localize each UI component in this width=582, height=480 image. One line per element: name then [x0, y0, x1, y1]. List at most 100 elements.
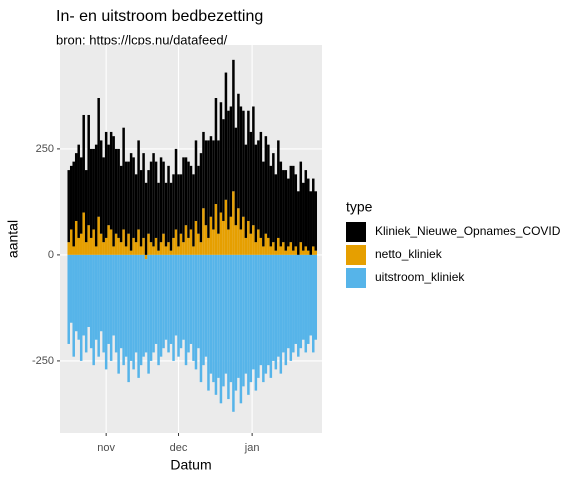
bar [222, 119, 225, 221]
bar [134, 254, 138, 353]
bar [224, 199, 228, 255]
bar [312, 178, 315, 247]
bar [272, 254, 275, 361]
bar [79, 157, 83, 234]
bar [307, 178, 310, 251]
bar [314, 250, 318, 255]
bar [299, 242, 303, 255]
bar [302, 254, 305, 340]
bar [274, 250, 278, 255]
bar [232, 254, 235, 412]
x-tick-label: dec [170, 442, 188, 454]
bar [209, 216, 213, 255]
bar [177, 254, 180, 357]
bar [87, 225, 90, 255]
bar [157, 250, 160, 255]
bar [219, 254, 223, 404]
bar [304, 246, 308, 255]
bar [99, 233, 103, 255]
bar [99, 140, 103, 234]
bar [94, 254, 98, 340]
bar [157, 182, 160, 251]
bar [199, 254, 203, 383]
bar [174, 148, 178, 230]
bar [77, 254, 80, 340]
bar [114, 233, 118, 255]
bar [97, 98, 100, 217]
bar [237, 93, 240, 209]
bar [284, 170, 288, 251]
bar [282, 170, 285, 243]
bar [87, 254, 90, 327]
bar [102, 254, 105, 353]
y-axis-label: aantal [5, 220, 21, 258]
bar [227, 229, 230, 255]
bar [94, 144, 98, 247]
bar [162, 254, 165, 349]
bar [284, 250, 288, 255]
bar [144, 182, 148, 255]
bar [204, 254, 208, 357]
x-axis-label: Datum [170, 457, 211, 473]
legend-label: netto_kliniek [375, 247, 443, 261]
bar [267, 254, 270, 366]
bar [277, 237, 280, 255]
bar [292, 254, 295, 353]
bar [74, 220, 78, 255]
bar [184, 157, 188, 226]
bar [77, 144, 80, 238]
bar [242, 216, 245, 255]
bar [237, 208, 240, 255]
bar [299, 254, 303, 349]
bar [164, 254, 168, 340]
bar [87, 114, 90, 226]
bar [154, 254, 158, 344]
bar [274, 254, 278, 370]
bar [279, 246, 283, 255]
bar [292, 165, 295, 251]
bar [97, 216, 100, 255]
bar [247, 220, 250, 255]
bar [242, 254, 245, 387]
bar [72, 254, 75, 357]
bar [102, 242, 105, 255]
bar [92, 229, 95, 255]
bar [152, 246, 155, 255]
bar [222, 220, 225, 255]
bar [302, 182, 305, 251]
y-tick-label: 250 [36, 143, 54, 155]
bar [177, 246, 180, 255]
bar [147, 254, 150, 374]
bar [132, 157, 135, 238]
bar [209, 136, 213, 217]
bar [287, 178, 290, 247]
bar [217, 233, 220, 255]
bar [297, 191, 300, 255]
bar [257, 229, 260, 255]
bar [137, 140, 140, 230]
bar [112, 246, 115, 255]
bar [142, 254, 145, 357]
legend-key [346, 245, 366, 265]
bar [254, 254, 258, 391]
bar [227, 254, 230, 400]
bar [269, 165, 273, 247]
bar [84, 254, 88, 353]
bar [304, 254, 308, 353]
bar [104, 131, 108, 238]
bar [197, 254, 200, 349]
bar [107, 225, 110, 255]
bar [274, 174, 278, 251]
bar [189, 254, 193, 344]
bar [304, 170, 308, 247]
bar [209, 254, 213, 374]
bar [114, 148, 118, 234]
x-tick-label: jan [244, 442, 260, 454]
bar [202, 254, 205, 366]
bar [82, 114, 85, 213]
bar [134, 174, 138, 243]
bar [189, 229, 193, 255]
bar [154, 237, 158, 255]
bar [164, 182, 168, 247]
bar [259, 237, 263, 255]
